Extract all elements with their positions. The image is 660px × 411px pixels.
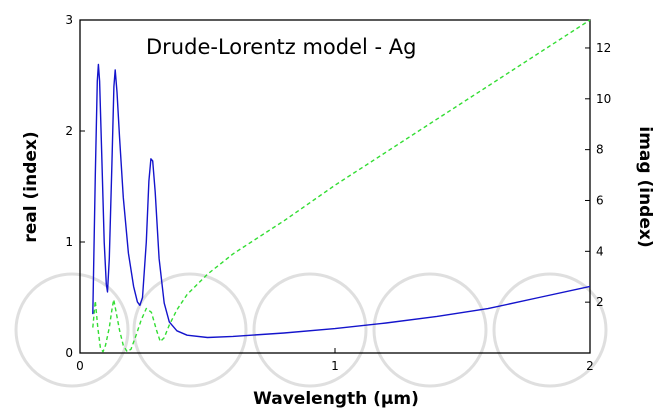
imag-index-line bbox=[92, 19, 591, 353]
real-index-line bbox=[92, 63, 591, 339]
x-axis-title: Wavelength (µm) bbox=[253, 389, 419, 409]
right-y-axis-title: imag (index) bbox=[635, 126, 655, 247]
left-y-axis-title: real (index) bbox=[21, 131, 41, 242]
left-y-tick-label: 3 bbox=[65, 13, 73, 27]
x-tick-label: 1 bbox=[331, 359, 339, 373]
x-tick-label: 0 bbox=[76, 359, 84, 373]
right-y-tick-label: 8 bbox=[596, 143, 604, 157]
left-y-tick-label: 2 bbox=[65, 124, 73, 138]
x-axis: 0 1 2 bbox=[76, 348, 594, 373]
left-y-axis: 0 1 2 3 bbox=[65, 13, 85, 360]
right-y-tick-label: 10 bbox=[596, 92, 611, 106]
right-y-axis: 2 4 6 8 10 12 bbox=[585, 41, 611, 309]
x-tick-label: 2 bbox=[586, 359, 594, 373]
watermark-rings bbox=[14, 272, 608, 388]
right-y-tick-label: 6 bbox=[596, 193, 604, 207]
chart-title: Drude-Lorentz model - Ag bbox=[146, 35, 416, 59]
series-layer bbox=[92, 19, 591, 353]
right-y-tick-label: 4 bbox=[596, 244, 604, 258]
right-y-tick-label: 2 bbox=[596, 295, 604, 309]
right-y-tick-label: 12 bbox=[596, 41, 611, 55]
left-y-tick-label: 1 bbox=[65, 235, 73, 249]
left-y-tick-label: 0 bbox=[65, 346, 73, 360]
